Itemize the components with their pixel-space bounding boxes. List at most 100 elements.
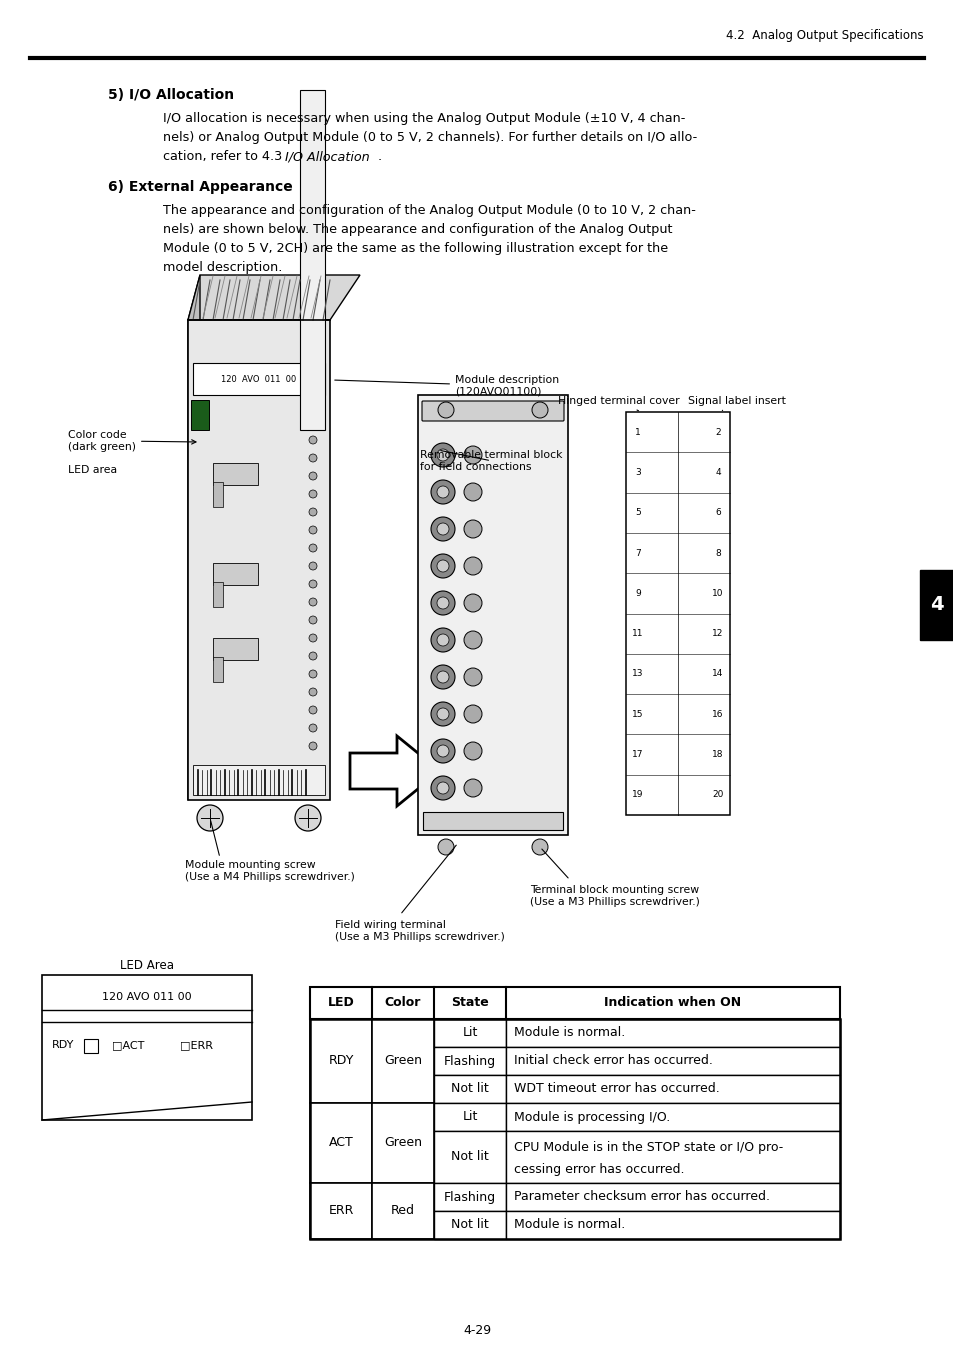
Bar: [505, 1102, 840, 1131]
Text: Red: Red: [391, 1205, 415, 1217]
Text: 7: 7: [635, 549, 640, 558]
Text: Module is normal.: Module is normal.: [514, 1027, 624, 1039]
Circle shape: [309, 707, 316, 713]
Bar: [188, 320, 330, 800]
Text: I/O Allocation: I/O Allocation: [285, 150, 370, 163]
Bar: [213, 482, 223, 507]
Text: Green: Green: [384, 1136, 421, 1150]
Text: Module is processing I/O.: Module is processing I/O.: [514, 1111, 670, 1124]
Circle shape: [309, 471, 316, 480]
Circle shape: [294, 805, 320, 831]
Text: 10: 10: [712, 589, 723, 598]
Text: The appearance and configuration of the Analog Output Module (0 to 10 V, 2 chan-: The appearance and configuration of the …: [163, 204, 695, 218]
Bar: [372, 1019, 434, 1102]
Text: 120 AVO 011 00: 120 AVO 011 00: [102, 992, 192, 1002]
Circle shape: [309, 508, 316, 516]
Text: LED Area: LED Area: [120, 959, 173, 971]
Bar: [213, 657, 223, 682]
Circle shape: [463, 557, 481, 576]
Bar: [505, 1047, 840, 1075]
Text: Module (0 to 5 V, 2CH) are the same as the following illustration except for the: Module (0 to 5 V, 2CH) are the same as t…: [163, 242, 667, 255]
Text: ACT: ACT: [328, 1136, 353, 1150]
Circle shape: [436, 597, 449, 609]
Circle shape: [463, 594, 481, 612]
Bar: [299, 91, 325, 430]
Bar: [417, 394, 567, 835]
Polygon shape: [188, 276, 200, 800]
Circle shape: [431, 703, 455, 725]
Bar: [213, 463, 257, 485]
Text: State: State: [451, 997, 488, 1009]
Bar: [434, 1131, 505, 1183]
Bar: [919, 570, 953, 640]
Text: Flashing: Flashing: [443, 1055, 496, 1067]
Text: 5) I/O Allocation: 5) I/O Allocation: [108, 88, 233, 101]
Bar: [193, 765, 325, 794]
Text: Module mounting screw
(Use a M4 Phillips screwdriver.): Module mounting screw (Use a M4 Phillips…: [185, 861, 355, 882]
FancyBboxPatch shape: [421, 401, 563, 422]
Text: 12: 12: [712, 630, 723, 638]
Text: ERR: ERR: [328, 1205, 354, 1217]
Text: Hinged terminal cover: Hinged terminal cover: [558, 396, 679, 411]
Text: 2: 2: [715, 428, 720, 436]
Text: Color code
(dark green): Color code (dark green): [68, 430, 195, 451]
Text: 9: 9: [635, 589, 640, 598]
Bar: [191, 400, 209, 430]
Circle shape: [436, 449, 449, 461]
Text: Initial check error has occurred.: Initial check error has occurred.: [514, 1055, 712, 1067]
Text: Green: Green: [384, 1055, 421, 1067]
Circle shape: [532, 403, 547, 417]
Bar: [42, 975, 252, 1120]
Text: Not lit: Not lit: [451, 1219, 488, 1232]
Bar: [193, 363, 325, 394]
Circle shape: [309, 580, 316, 588]
Circle shape: [196, 805, 223, 831]
Text: 18: 18: [712, 750, 723, 759]
Text: 15: 15: [632, 709, 643, 719]
Text: 13: 13: [632, 670, 643, 678]
Bar: [505, 1075, 840, 1102]
Text: nels) or Analog Output Module (0 to 5 V, 2 channels). For further details on I/O: nels) or Analog Output Module (0 to 5 V,…: [163, 131, 697, 145]
Circle shape: [463, 667, 481, 686]
Circle shape: [309, 436, 316, 444]
Circle shape: [431, 554, 455, 578]
Bar: [434, 1102, 505, 1131]
Circle shape: [437, 839, 454, 855]
Circle shape: [437, 403, 454, 417]
Circle shape: [309, 544, 316, 553]
Text: Module description
(120AVO01100): Module description (120AVO01100): [335, 376, 558, 397]
Circle shape: [463, 484, 481, 501]
Text: 19: 19: [632, 790, 643, 800]
Text: CPU Module is in the STOP state or I/O pro-: CPU Module is in the STOP state or I/O p…: [514, 1140, 782, 1154]
Text: Lit: Lit: [462, 1111, 477, 1124]
Bar: [422, 812, 562, 830]
Text: 4: 4: [715, 467, 720, 477]
Bar: [213, 638, 257, 661]
Text: Not lit: Not lit: [451, 1151, 488, 1163]
Text: 8: 8: [715, 549, 720, 558]
Circle shape: [309, 616, 316, 624]
Circle shape: [309, 670, 316, 678]
Text: model description.: model description.: [163, 261, 282, 274]
Text: 1: 1: [635, 428, 640, 436]
Circle shape: [436, 486, 449, 499]
Circle shape: [463, 631, 481, 648]
Circle shape: [431, 665, 455, 689]
Bar: [505, 1183, 840, 1210]
Text: Field wiring terminal
(Use a M3 Phillips screwdriver.): Field wiring terminal (Use a M3 Phillips…: [335, 920, 504, 942]
Text: cation, refer to 4.3: cation, refer to 4.3: [163, 150, 290, 163]
Bar: [310, 988, 840, 1019]
Text: .: .: [377, 150, 382, 163]
Circle shape: [436, 671, 449, 684]
Text: □ACT: □ACT: [112, 1040, 144, 1050]
Text: 5: 5: [635, 508, 640, 517]
Circle shape: [309, 562, 316, 570]
Bar: [310, 1019, 372, 1102]
Text: 4.2  Analog Output Specifications: 4.2 Analog Output Specifications: [725, 28, 923, 42]
Text: 6: 6: [715, 508, 720, 517]
Bar: [505, 1131, 840, 1183]
Text: Removable terminal block
for field connections: Removable terminal block for field conne…: [419, 450, 562, 471]
Bar: [434, 1047, 505, 1075]
Bar: [310, 1102, 372, 1183]
Text: 16: 16: [712, 709, 723, 719]
